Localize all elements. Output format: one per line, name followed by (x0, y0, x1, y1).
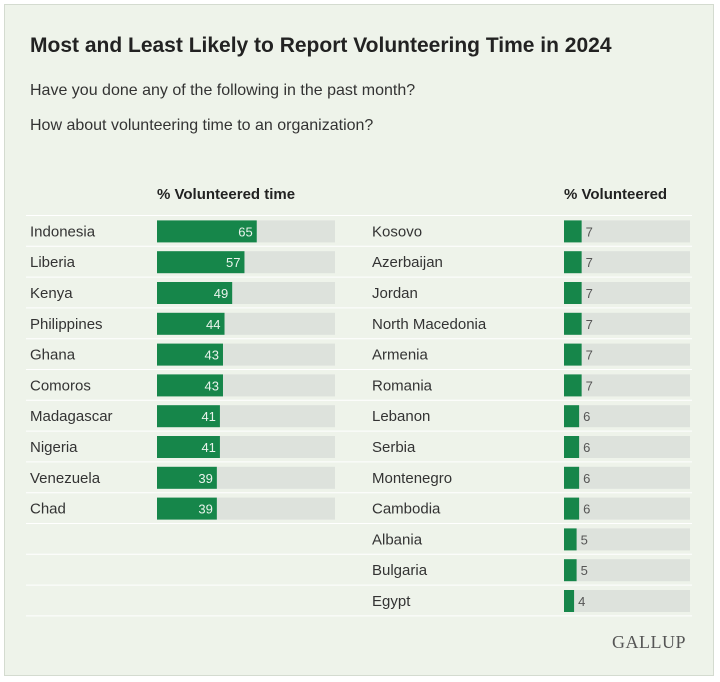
category-label: Indonesia (30, 223, 96, 240)
value-label: 43 (205, 348, 219, 363)
bar (564, 312, 582, 335)
bar (564, 590, 575, 612)
value-label: 6 (583, 471, 590, 486)
category-label: Philippines (30, 316, 103, 333)
category-label: Ghana (30, 347, 76, 364)
value-label: 49 (214, 286, 228, 301)
value-label: 7 (586, 286, 593, 301)
bar (157, 312, 225, 335)
value-label: 43 (205, 378, 219, 393)
category-label: Venezuela (30, 470, 101, 487)
bar-track (564, 343, 690, 366)
bar-track (564, 497, 690, 520)
bar (564, 466, 580, 489)
category-label: Jordan (372, 285, 418, 302)
value-label: 41 (201, 409, 215, 424)
category-label: Liberia (30, 254, 76, 271)
value-label: 7 (586, 378, 593, 393)
bar (564, 220, 582, 243)
bar-track (564, 559, 690, 582)
bar-track (564, 528, 690, 551)
value-label: 39 (198, 471, 212, 486)
bar (564, 343, 582, 366)
category-label: Cambodia (372, 501, 441, 518)
value-label: 6 (583, 440, 590, 455)
category-label: Azerbaijan (372, 254, 443, 271)
bar (564, 374, 582, 397)
bar (157, 282, 233, 304)
gallup-logo: GALLUP (612, 632, 686, 652)
category-label: Albania (372, 531, 423, 548)
bar (157, 405, 220, 428)
value-label: 44 (206, 317, 220, 332)
category-label: Bulgaria (372, 562, 428, 579)
bar (157, 343, 223, 366)
category-label: Nigeria (30, 439, 78, 456)
value-label: 5 (581, 532, 588, 547)
bar-track (564, 282, 690, 304)
column-header: % Volunteered (564, 186, 667, 203)
bar (564, 559, 577, 582)
category-label: Chad (30, 501, 66, 518)
bar-track (564, 220, 690, 243)
category-label: Egypt (372, 593, 411, 610)
chart-least-likely: % Volunteered Kosovo 7 Azerbaijan 7 Jordan 7 No… (372, 186, 690, 612)
bar-track (564, 436, 690, 458)
category-label: Kenya (30, 285, 73, 302)
chart-subtitle-line-1: Have you done any of the following in th… (30, 82, 416, 99)
bar (564, 497, 580, 520)
value-label: 7 (586, 317, 593, 332)
value-label: 6 (583, 502, 590, 517)
bar-track (564, 590, 690, 612)
category-label: Madagascar (30, 408, 113, 425)
bar (157, 497, 217, 520)
bar (564, 528, 577, 551)
column-header: % Volunteered time (157, 186, 295, 203)
value-label: 41 (201, 440, 215, 455)
bar (157, 220, 257, 243)
bar (157, 374, 223, 397)
value-label: 6 (583, 409, 590, 424)
bar (157, 251, 245, 274)
value-label: 57 (226, 255, 240, 270)
category-label: Armenia (372, 347, 429, 364)
value-label: 7 (586, 255, 593, 270)
chart-most-likely: % Volunteered time Indonesia 65 Liberia 57 Ke… (30, 186, 335, 520)
category-label: North Macedonia (372, 316, 487, 333)
bar (157, 436, 220, 458)
chart-title: Most and Least Likely to Report Voluntee… (30, 34, 612, 57)
bar (564, 251, 582, 274)
category-label: Kosovo (372, 223, 422, 240)
bar (564, 436, 580, 458)
bar-track (564, 312, 690, 335)
bar-track (564, 405, 690, 428)
bar-track (564, 251, 690, 274)
category-label: Romania (372, 377, 433, 394)
category-label: Serbia (372, 439, 416, 456)
bar-track (564, 466, 690, 489)
bar (564, 405, 580, 428)
bar (157, 466, 217, 489)
value-label: 7 (586, 224, 593, 239)
chart-subtitle-line-2: How about volunteering time to an organi… (30, 117, 374, 134)
value-label: 4 (578, 594, 585, 609)
bar (564, 282, 582, 304)
bar-track (564, 374, 690, 397)
value-label: 5 (581, 563, 588, 578)
value-label: 65 (238, 224, 252, 239)
value-label: 39 (198, 502, 212, 517)
category-label: Lebanon (372, 408, 430, 425)
category-label: Comoros (30, 377, 91, 394)
category-label: Montenegro (372, 470, 452, 487)
value-label: 7 (586, 348, 593, 363)
